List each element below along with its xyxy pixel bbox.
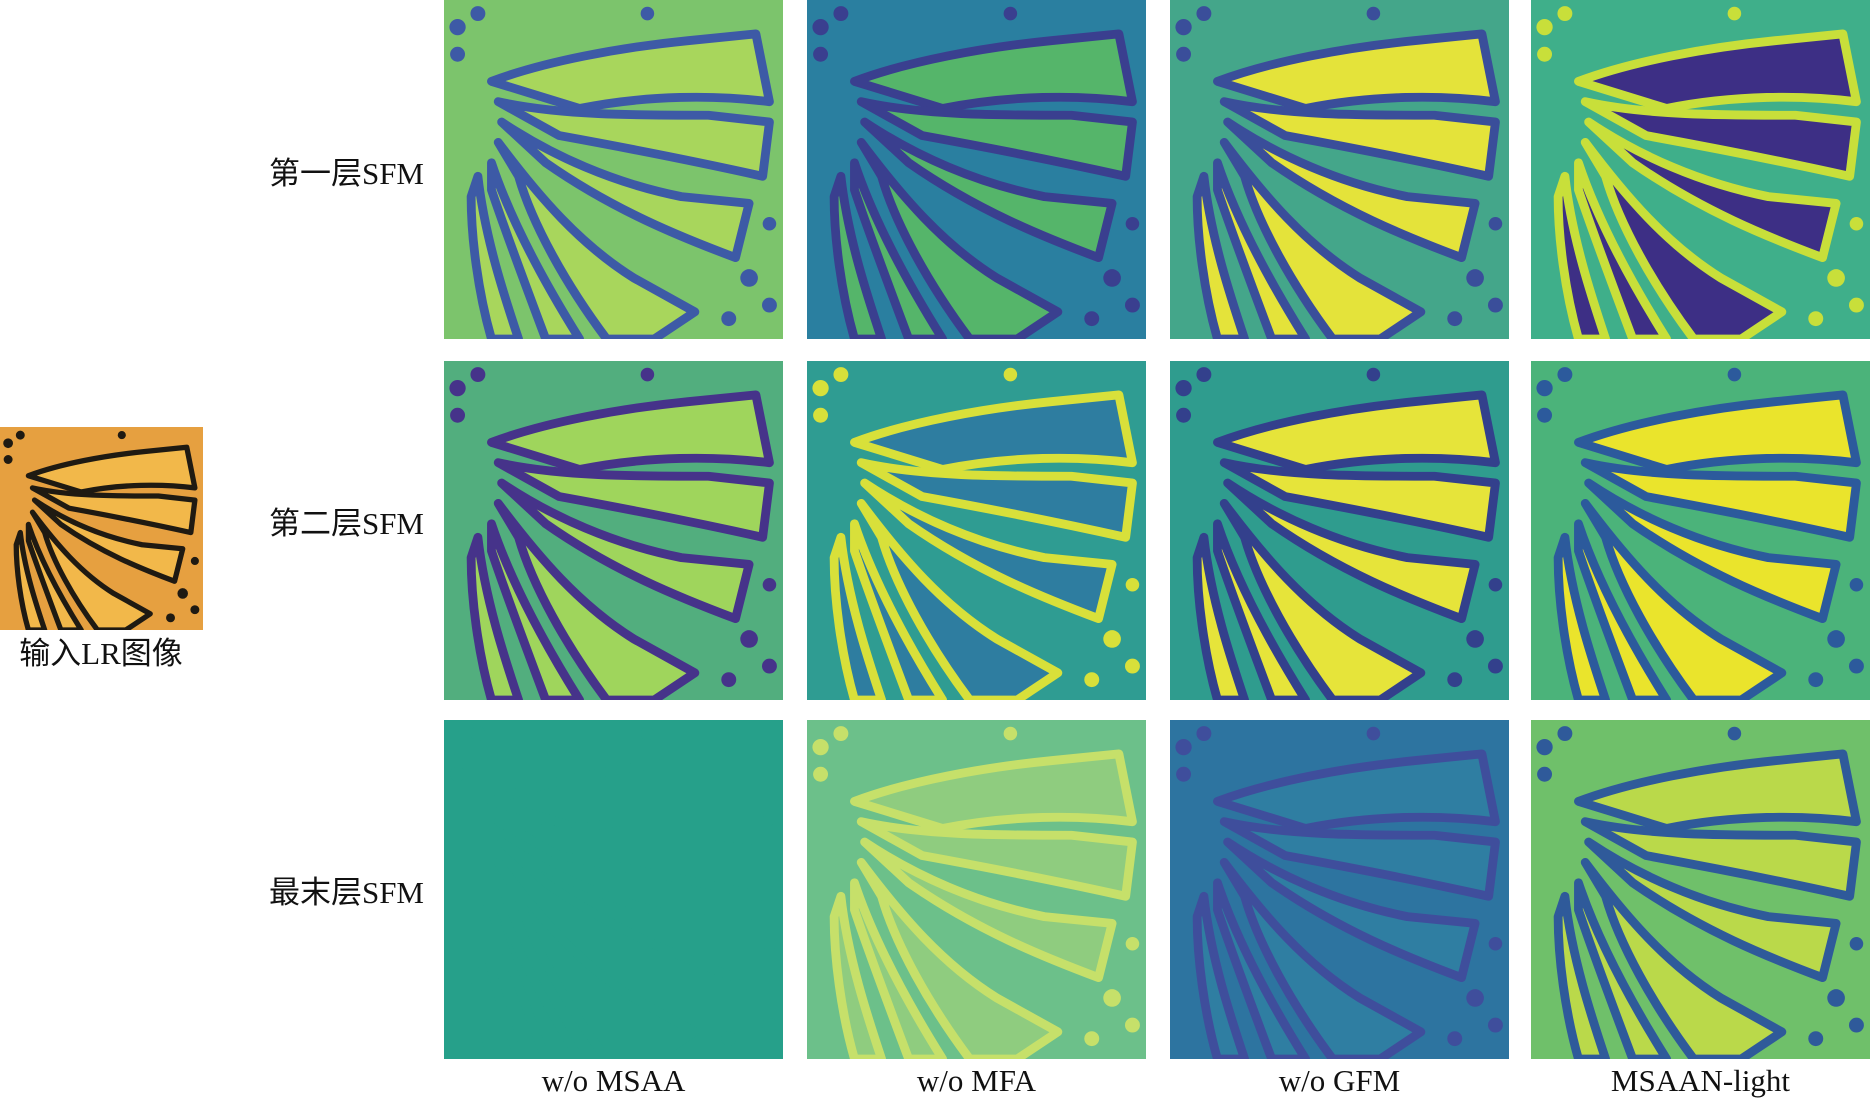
feature-map (444, 0, 783, 339)
column-label: MSAAN-light (1611, 1063, 1791, 1098)
input-label: 输入LR图像 (19, 636, 183, 671)
input-image (0, 427, 203, 630)
feature-map (1170, 720, 1509, 1059)
feature-map (807, 720, 1146, 1059)
row-label: 第二层SFM (269, 506, 424, 541)
feature-map (807, 361, 1146, 700)
feature-map (1531, 0, 1870, 339)
column-label: w/o GFM (1279, 1063, 1400, 1098)
feature-map (1170, 361, 1509, 700)
row-label: 最末层SFM (269, 875, 424, 910)
column-label: w/o MSAA (542, 1063, 686, 1098)
row-label: 第一层SFM (269, 156, 424, 191)
feature-map (1531, 361, 1870, 700)
column-label: w/o MFA (917, 1063, 1037, 1098)
feature-map (1531, 720, 1870, 1059)
feature-map (1170, 0, 1509, 339)
input-butterfly (0, 427, 203, 630)
feature-map (807, 0, 1146, 339)
feature-map (444, 361, 783, 700)
feature-map (444, 720, 783, 1059)
